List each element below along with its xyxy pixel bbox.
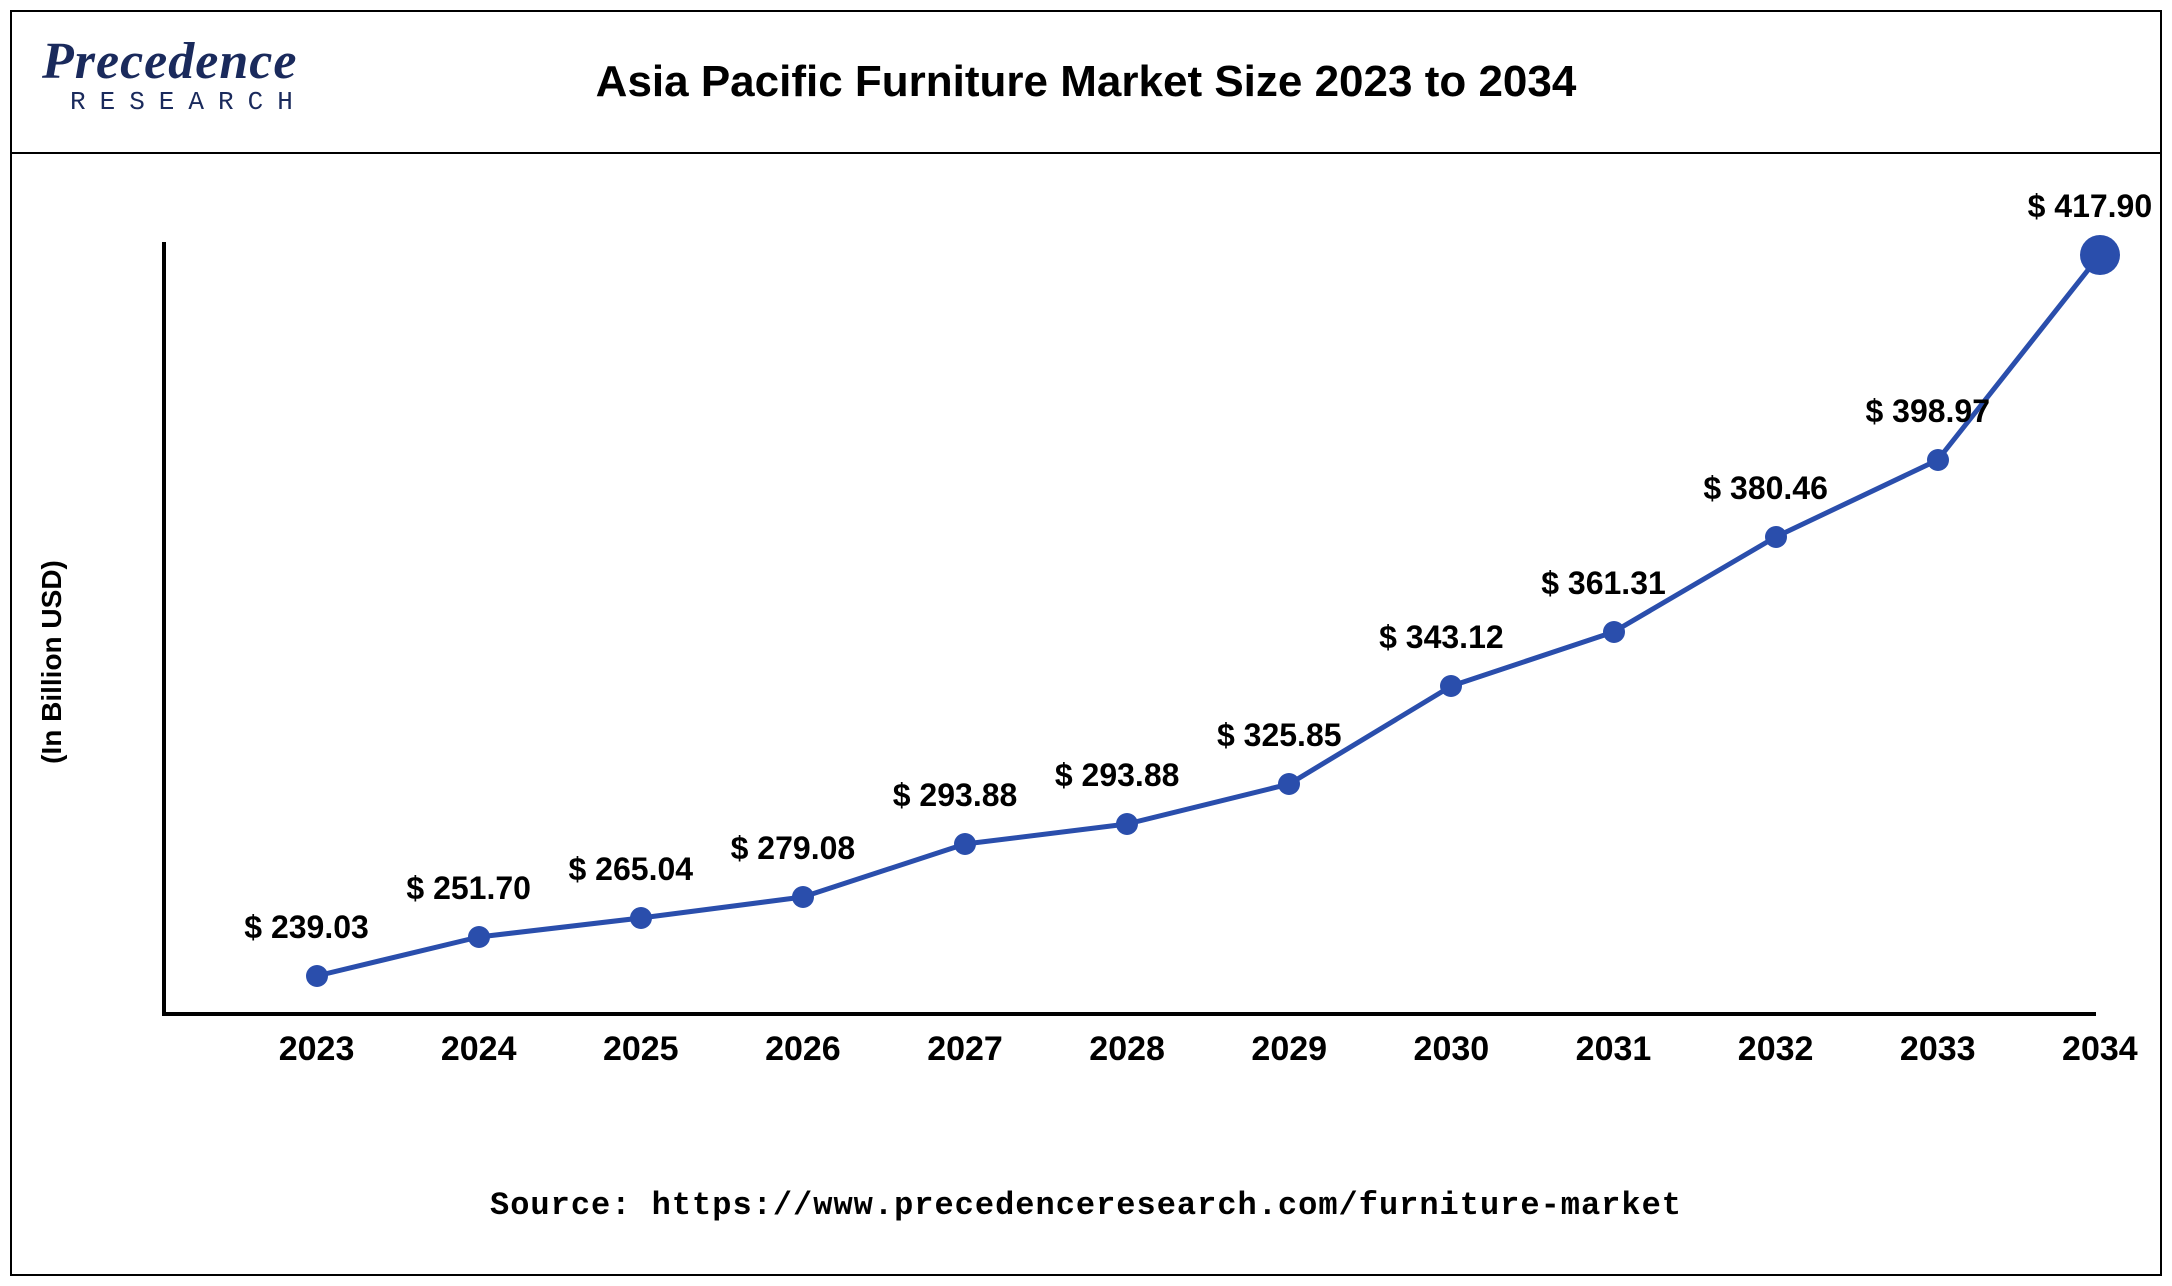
x-tick-label: 2034: [2062, 1030, 2138, 1069]
x-tick-label: 2032: [1738, 1030, 1814, 1069]
x-tick-label: 2028: [1089, 1030, 1165, 1069]
data-point: [1440, 675, 1462, 697]
data-point: [792, 886, 814, 908]
chart-frame: Precedence RESEARCH Asia Pacific Furnitu…: [10, 10, 2162, 1276]
x-tick-label: 2023: [279, 1030, 355, 1069]
data-point: [630, 907, 652, 929]
chart-area: (In Billion USD) $ 239.032023$ 251.70202…: [62, 212, 2112, 1112]
source-caption: Source: https://www.precedenceresearch.c…: [12, 1187, 2160, 1224]
data-label: $ 343.12: [1379, 619, 1504, 656]
data-label: $ 293.88: [1055, 757, 1180, 794]
data-label: $ 325.85: [1217, 717, 1342, 754]
x-tick-label: 2026: [765, 1030, 841, 1069]
data-point: [954, 833, 976, 855]
x-tick-label: 2029: [1251, 1030, 1327, 1069]
brand-name-bottom: RESEARCH: [70, 87, 392, 117]
x-tick-label: 2025: [603, 1030, 679, 1069]
data-label: $ 380.46: [1703, 470, 1828, 507]
y-axis-label: (In Billion USD): [36, 560, 68, 764]
data-point: [468, 926, 490, 948]
data-label: $ 361.31: [1541, 565, 1666, 602]
page-root: Precedence RESEARCH Asia Pacific Furnitu…: [0, 0, 2172, 1286]
x-tick-label: 2024: [441, 1030, 517, 1069]
data-label: $ 279.08: [731, 830, 856, 867]
data-point: [1116, 813, 1138, 835]
data-label: $ 251.70: [406, 870, 531, 907]
data-label: $ 417.90: [2028, 188, 2153, 225]
brand-name-top: Precedence: [42, 32, 392, 91]
data-point: [1603, 621, 1625, 643]
data-label: $ 398.97: [1865, 393, 1990, 430]
data-label: $ 265.04: [568, 851, 693, 888]
plot-region: $ 239.032023$ 251.702024$ 265.042025$ 27…: [162, 242, 2096, 1016]
x-tick-label: 2031: [1576, 1030, 1652, 1069]
data-point: [306, 965, 328, 987]
data-point: [1927, 449, 1949, 471]
x-tick-label: 2027: [927, 1030, 1003, 1069]
data-label: $ 239.03: [244, 909, 369, 946]
data-point: [1765, 526, 1787, 548]
data-point: [1278, 773, 1300, 795]
brand-logo: Precedence RESEARCH: [42, 32, 392, 117]
x-tick-label: 2033: [1900, 1030, 1976, 1069]
data-point: [2080, 235, 2120, 275]
header-bar: Precedence RESEARCH Asia Pacific Furnitu…: [12, 12, 2160, 154]
x-tick-label: 2030: [1414, 1030, 1490, 1069]
data-label: $ 293.88: [893, 777, 1018, 814]
